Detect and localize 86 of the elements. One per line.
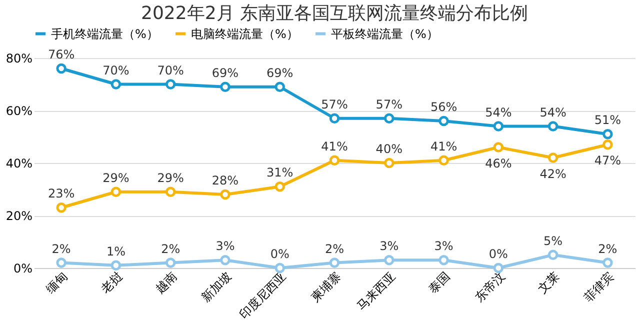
point [110, 186, 122, 197]
point [56, 202, 66, 213]
data-label: 51% [594, 113, 622, 128]
legend-label: 电脑终端流量（%） [191, 26, 298, 41]
point [165, 79, 176, 90]
point [548, 152, 558, 163]
point [602, 129, 613, 140]
point [329, 155, 340, 166]
x-tick-label: 马来西亚 [354, 269, 398, 313]
point [274, 82, 285, 92]
point [274, 262, 285, 274]
point [384, 113, 394, 124]
data-label: 42% [540, 166, 566, 181]
x-tick-label: 柬埔寨 [308, 269, 344, 304]
point [165, 186, 176, 197]
x-tick-label: 越南 [152, 269, 180, 296]
y-tick-label: 20% [6, 209, 32, 223]
data-label: 41% [321, 139, 348, 154]
point [165, 258, 176, 268]
data-label: 2% [324, 242, 344, 256]
point [602, 258, 613, 268]
point [384, 255, 394, 266]
point [384, 158, 394, 168]
data-label: 69% [212, 66, 239, 80]
point [220, 189, 230, 200]
data-label: 57% [376, 97, 402, 112]
data-label: 41% [430, 139, 458, 154]
data-label: 31% [266, 166, 294, 180]
data-label: 0% [270, 247, 290, 261]
point [438, 116, 449, 126]
point [548, 121, 558, 132]
data-label: 47% [594, 154, 622, 168]
point [602, 140, 613, 150]
y-tick-label: 40% [6, 156, 32, 170]
point [56, 63, 66, 74]
data-label: 54% [485, 105, 512, 120]
x-tick-label: 缅甸 [43, 269, 70, 296]
y-tick-label: 80% [6, 52, 32, 66]
point [493, 142, 504, 152]
point [493, 121, 504, 132]
point [274, 182, 285, 192]
data-label: 2% [52, 242, 71, 256]
data-label: 70% [157, 63, 184, 78]
data-label: 57% [321, 97, 348, 112]
x-tick-label: 印度尼西亚 [236, 269, 289, 322]
y-tick-label: 60% [6, 104, 32, 118]
x-tick-label: 东帝汶 [472, 269, 508, 304]
point [110, 260, 122, 270]
data-label: 23% [48, 186, 75, 201]
point [110, 79, 122, 90]
data-label: 3% [380, 239, 399, 254]
x-tick-label: 文莱 [535, 269, 562, 296]
point [438, 255, 449, 266]
data-label: 70% [102, 63, 130, 78]
data-label: 40% [376, 142, 402, 156]
x-tick-label: 菲律宾 [581, 269, 617, 304]
point [548, 250, 558, 260]
data-label: 0% [488, 247, 508, 261]
point [493, 262, 504, 274]
data-label: 28% [212, 174, 239, 188]
data-label: 1% [106, 244, 126, 258]
point [329, 258, 340, 268]
data-label: 3% [434, 239, 454, 254]
data-label: 2% [161, 242, 180, 256]
data-label: 69% [266, 66, 294, 80]
point [438, 155, 449, 166]
point [220, 82, 230, 92]
point [56, 258, 66, 268]
data-label: 3% [216, 239, 235, 254]
point [220, 255, 230, 266]
data-label: 54% [540, 105, 566, 120]
x-tick-label: 泰国 [426, 269, 453, 296]
legend-label: 手机终端流量（%） [51, 26, 158, 41]
y-tick-label: 0% [13, 262, 32, 276]
data-label: 29% [157, 170, 184, 185]
point [329, 113, 340, 124]
data-label: 2% [598, 242, 618, 256]
data-label: 56% [430, 100, 458, 114]
data-label: 76% [48, 48, 75, 62]
data-label: 46% [485, 156, 512, 170]
x-tick-label: 新加坡 [198, 269, 234, 304]
x-tick-label: 老挝 [98, 269, 125, 296]
data-label: 5% [544, 234, 563, 248]
data-label: 29% [102, 170, 130, 185]
legend-label: 平板终端流量（%） [331, 26, 438, 41]
chart-title: 2022年2月 东南亚各国互联网流量终端分布比例 [141, 3, 528, 24]
